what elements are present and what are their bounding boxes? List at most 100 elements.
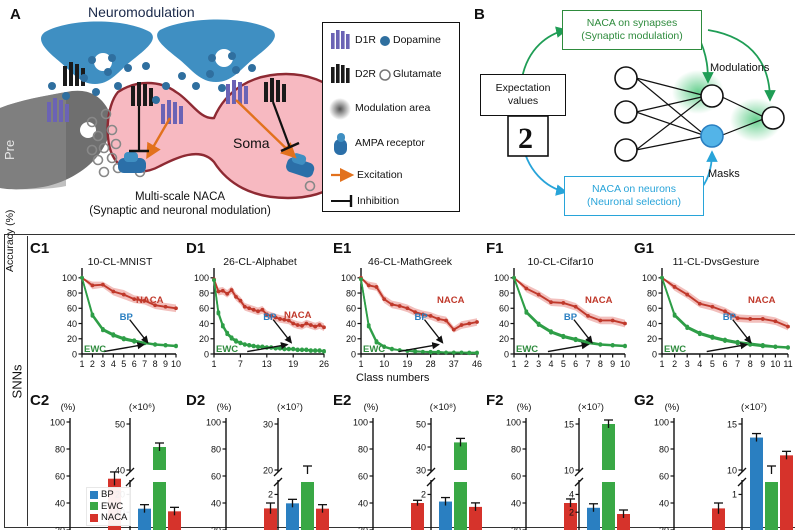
digit-sample-glyph: 2 bbox=[518, 122, 533, 155]
series-marker bbox=[467, 351, 472, 356]
cost-bar-hi-ewc bbox=[602, 424, 615, 470]
naca-neurons-line1: NACA on neurons bbox=[591, 183, 677, 196]
panel-letter-g1: G1 bbox=[634, 240, 655, 257]
plot-svg-e1: 0 20 40 60 80 100 1 10 19 28 37 46 bbox=[341, 268, 482, 369]
ytick-label: 60 bbox=[67, 304, 77, 314]
ytick-label: 20 bbox=[647, 334, 657, 344]
ytick-label: 20 bbox=[67, 334, 77, 344]
ytick-label: 80 bbox=[67, 288, 77, 298]
bar-chart-d2: D2 20 40 60 80 100 (%) 20 30 2 (×10⁷) bbox=[186, 392, 330, 530]
shared-y-axis-label: Accuracy (%) bbox=[4, 209, 16, 272]
legend-glutamate-icon bbox=[379, 69, 391, 81]
series-marker bbox=[586, 314, 590, 318]
panel-a-title: Neuromodulation bbox=[88, 4, 195, 20]
ytick-label: 60 bbox=[346, 304, 356, 314]
legend-swatch-ewc bbox=[90, 502, 98, 511]
excitation-arrow-left bbox=[146, 117, 172, 160]
series-marker bbox=[278, 317, 282, 321]
series-marker bbox=[212, 278, 216, 282]
ytick-label: 20 bbox=[199, 334, 209, 344]
xtick-label: 10 bbox=[379, 359, 389, 369]
cost-bar-lo-bp bbox=[750, 437, 763, 530]
legend-label-d2r: D2R bbox=[355, 68, 377, 80]
cost-bar-lo-bp bbox=[138, 508, 151, 530]
panel-a-neuromodulation: A Neuromodulation bbox=[0, 0, 470, 228]
xtick-label: 4 bbox=[697, 359, 702, 369]
cost-ytick-hi-label: 40 bbox=[416, 442, 426, 452]
naca-synapses-box: NACA on synapses (Synaptic modulation) bbox=[562, 10, 702, 50]
series-marker bbox=[317, 323, 322, 327]
ytick-label: 40 bbox=[67, 319, 77, 329]
series-line-bp bbox=[360, 279, 477, 355]
bar-chart-f2: F2 20 40 60 80 100 (%) 10 15 2 4 (×10⁷) bbox=[486, 392, 631, 530]
panel-letter-f1: F1 bbox=[486, 240, 504, 257]
series-marker bbox=[256, 309, 260, 314]
xtick-label: 28 bbox=[426, 359, 436, 369]
excitation-arrow-right bbox=[235, 99, 297, 159]
acc-ytick-label: 40 bbox=[55, 498, 65, 508]
xtick-label: 19 bbox=[288, 359, 298, 369]
hidden-neuron-1 bbox=[700, 84, 724, 108]
vesicle-opening-left bbox=[94, 53, 112, 71]
panel-letter-g2: G2 bbox=[634, 392, 655, 409]
series-marker bbox=[229, 288, 234, 292]
bar-svg-g2: 20 40 60 80 100 (%) 10 15 1 (×10⁷) bbox=[654, 402, 793, 530]
series-marker bbox=[549, 330, 553, 335]
acc-bar-naca bbox=[264, 508, 277, 530]
xtick-label: 3 bbox=[100, 359, 105, 369]
snns-row-label-text: SNNs bbox=[9, 364, 25, 398]
series-marker bbox=[786, 346, 790, 350]
cost-bar-lo-naca bbox=[168, 511, 181, 530]
series-marker bbox=[760, 344, 765, 349]
acc-unit-label: (%) bbox=[364, 402, 379, 413]
expectation-values-box: Expectation values bbox=[480, 74, 566, 116]
bp-annotation-arrow bbox=[573, 319, 593, 344]
modulations-label: Modulations bbox=[710, 62, 770, 74]
legend-label-d1r: D1R bbox=[355, 34, 377, 46]
ytick-label: 80 bbox=[647, 288, 657, 298]
acc-bar-naca bbox=[411, 503, 424, 530]
ytick-label: 0 bbox=[72, 349, 77, 359]
series-marker bbox=[512, 275, 516, 280]
series-marker bbox=[220, 324, 225, 329]
vesicle-opening-right bbox=[215, 49, 233, 67]
acc-ytick-label: 20 bbox=[659, 525, 669, 530]
bar-svg-d2: 20 40 60 80 100 (%) 20 30 2 (×10⁷) bbox=[206, 402, 329, 530]
series-marker bbox=[317, 349, 322, 353]
series-marker bbox=[610, 318, 615, 323]
series-marker bbox=[573, 338, 578, 343]
ytick-label: 100 bbox=[62, 273, 77, 283]
ytick-label: 100 bbox=[341, 273, 356, 283]
series-marker bbox=[549, 300, 553, 305]
series-marker bbox=[225, 332, 230, 337]
acc-ytick-label: 20 bbox=[55, 525, 65, 530]
xtick-label: 6 bbox=[573, 359, 578, 369]
series-marker bbox=[308, 323, 313, 327]
cost-unit-label: (×10⁸) bbox=[430, 402, 456, 413]
panel-letter-d2: D2 bbox=[186, 392, 206, 409]
series-marker bbox=[247, 343, 252, 348]
series-marker bbox=[536, 292, 541, 297]
plot-svg-f1: 0 20 40 60 80 100 1 2 3 4 5 6 7 8 9 10 bbox=[494, 268, 630, 369]
panel-letter-c2: C2 bbox=[30, 392, 50, 409]
series-line-naca bbox=[360, 277, 478, 331]
series-marker bbox=[773, 319, 778, 324]
series-marker bbox=[100, 328, 105, 333]
axon-terminal-right-shape bbox=[157, 19, 275, 82]
legend-label-naca: NACA bbox=[101, 512, 128, 524]
ytick-label: 40 bbox=[647, 319, 657, 329]
xtick-label: 10 bbox=[171, 359, 181, 369]
series-marker bbox=[475, 320, 479, 324]
series-marker bbox=[121, 337, 126, 342]
series-marker bbox=[282, 317, 287, 322]
series-marker bbox=[723, 309, 727, 314]
d1r-receptor-icon bbox=[47, 98, 69, 122]
series-marker bbox=[286, 318, 291, 323]
ewc-curve-label: EWC bbox=[516, 343, 539, 355]
series-marker bbox=[238, 341, 243, 346]
series-marker bbox=[90, 283, 95, 288]
series-marker bbox=[524, 310, 529, 315]
output-neuron bbox=[761, 106, 785, 130]
acc-ytick-label: 40 bbox=[211, 498, 221, 508]
series-marker bbox=[735, 341, 740, 346]
